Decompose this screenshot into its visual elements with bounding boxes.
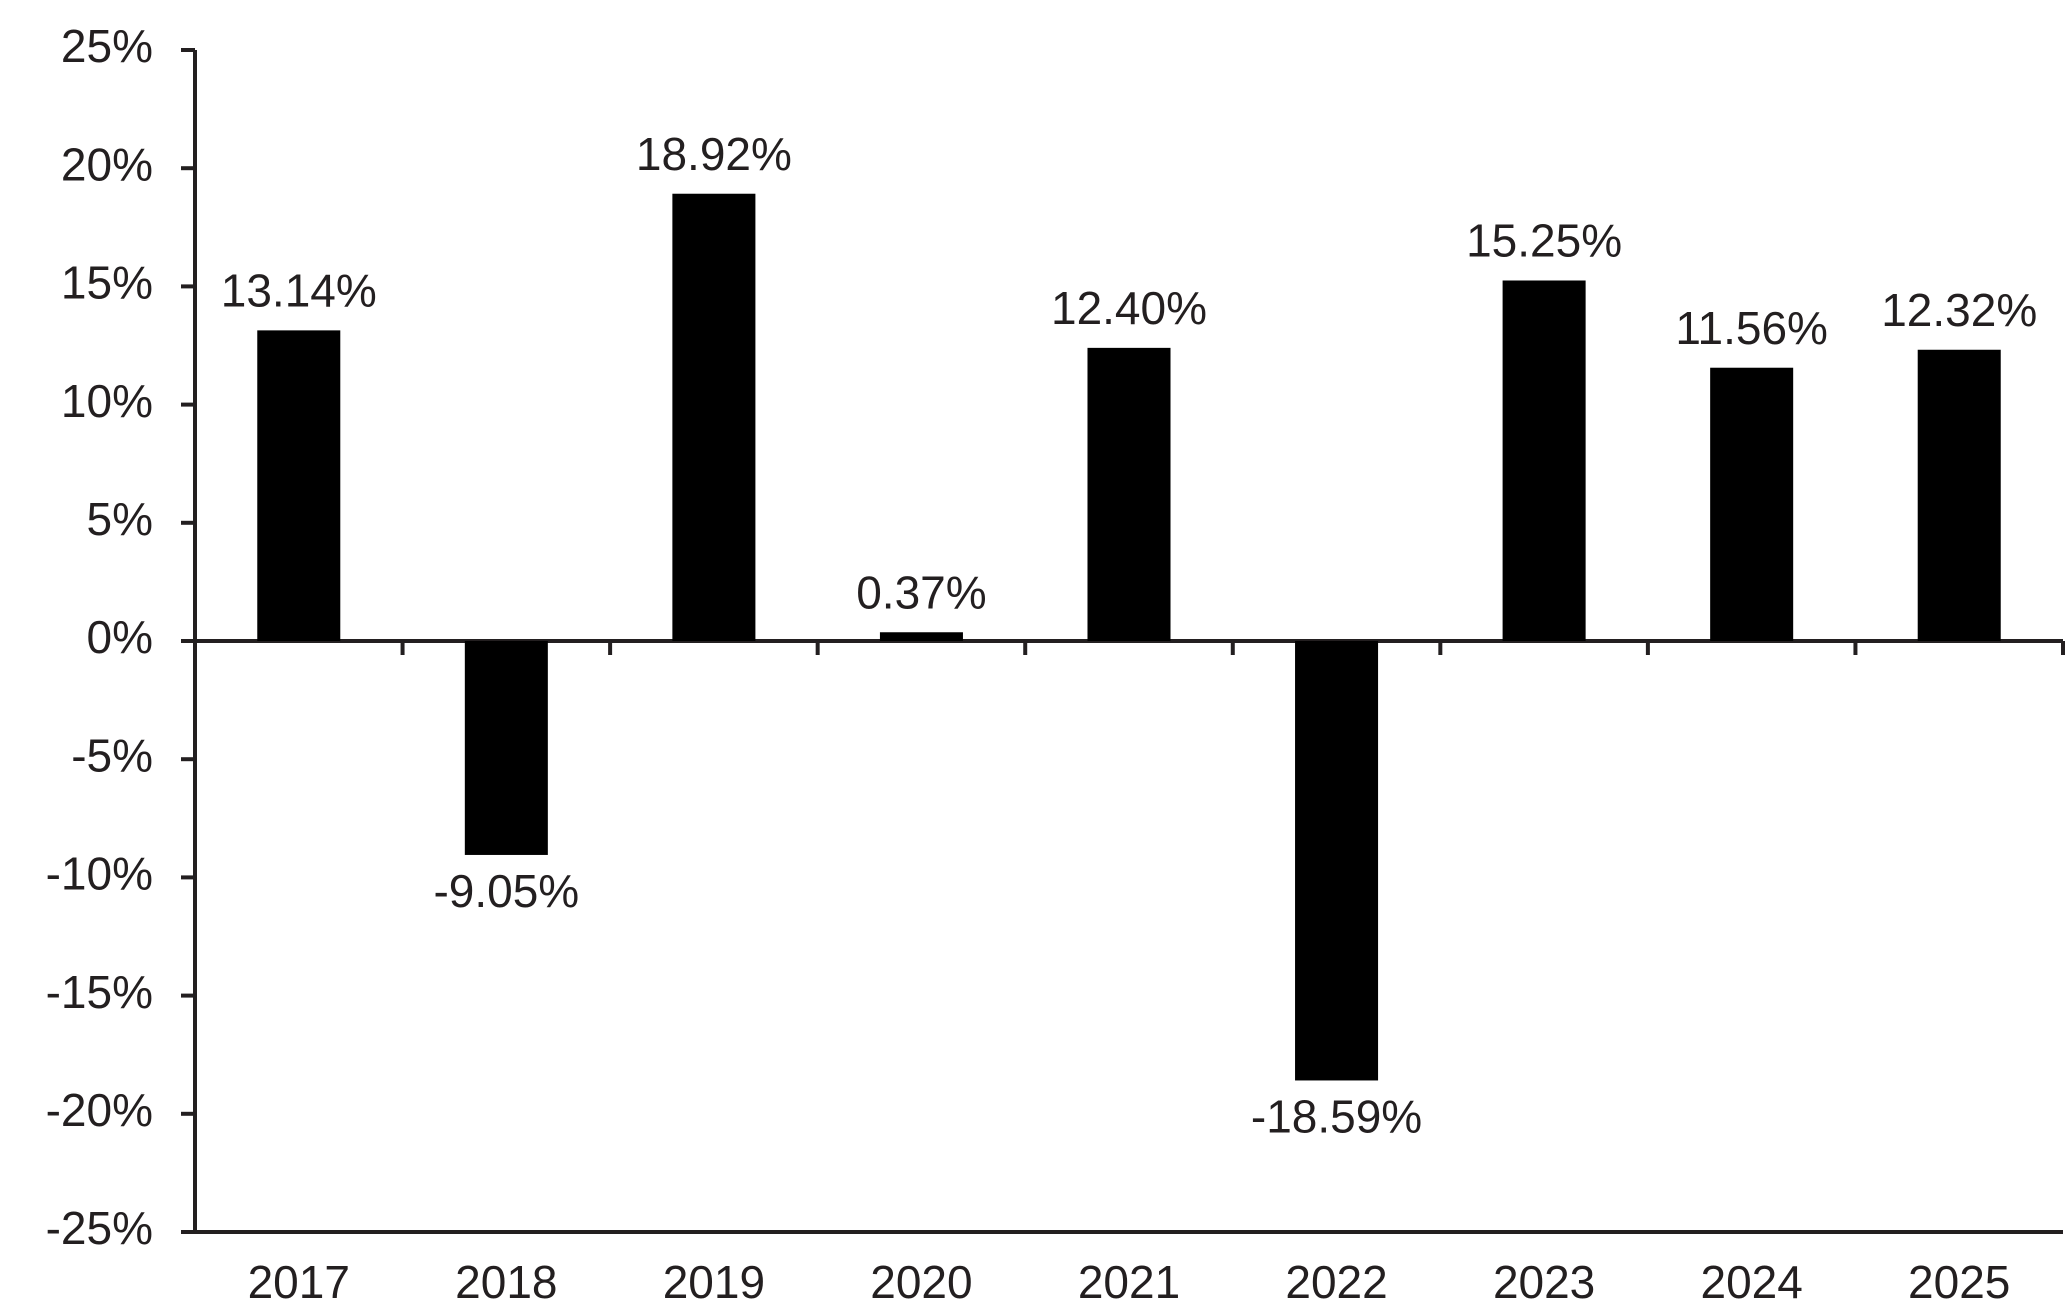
bar bbox=[1710, 367, 1794, 641]
bar bbox=[1502, 280, 1586, 641]
y-tick-label: -15% bbox=[46, 966, 153, 1018]
y-tick-label: 10% bbox=[61, 375, 153, 427]
data-label: 18.92% bbox=[636, 128, 792, 180]
bar bbox=[257, 330, 341, 641]
data-label: -18.59% bbox=[1251, 1091, 1422, 1143]
x-tick-label: 2025 bbox=[1908, 1256, 2010, 1308]
x-tick-label: 2018 bbox=[455, 1256, 557, 1308]
bar bbox=[464, 641, 548, 855]
y-tick-label: 15% bbox=[61, 257, 153, 309]
x-tick-label: 2023 bbox=[1493, 1256, 1595, 1308]
y-tick-label: -5% bbox=[71, 729, 153, 781]
bar bbox=[1917, 349, 2001, 641]
y-tick-label: 25% bbox=[61, 20, 153, 72]
bar bbox=[879, 632, 963, 641]
data-label: 11.56% bbox=[1675, 302, 1828, 354]
data-label: 12.40% bbox=[1051, 282, 1207, 334]
x-tick-label: 2024 bbox=[1700, 1256, 1802, 1308]
x-tick-label: 2021 bbox=[1078, 1256, 1180, 1308]
y-tick-label: 0% bbox=[87, 611, 153, 663]
bar bbox=[1087, 347, 1171, 641]
bar bbox=[1295, 641, 1379, 1081]
x-tick-label: 2017 bbox=[248, 1256, 350, 1308]
y-tick-label: 20% bbox=[61, 138, 153, 190]
data-label: 15.25% bbox=[1466, 215, 1622, 267]
x-tick-label: 2022 bbox=[1285, 1256, 1387, 1308]
y-tick-label: -25% bbox=[46, 1202, 153, 1254]
y-tick-label: 5% bbox=[87, 493, 153, 545]
y-tick-label: -10% bbox=[46, 848, 153, 900]
data-label: -9.05% bbox=[433, 865, 579, 917]
x-tick-label: 2020 bbox=[870, 1256, 972, 1308]
y-tick-label: -20% bbox=[46, 1084, 153, 1136]
data-label: 13.14% bbox=[221, 265, 377, 317]
bar bbox=[672, 193, 756, 641]
x-tick-label: 2019 bbox=[663, 1256, 765, 1308]
data-label: 0.37% bbox=[856, 566, 986, 618]
data-label: 12.32% bbox=[1881, 284, 2037, 336]
